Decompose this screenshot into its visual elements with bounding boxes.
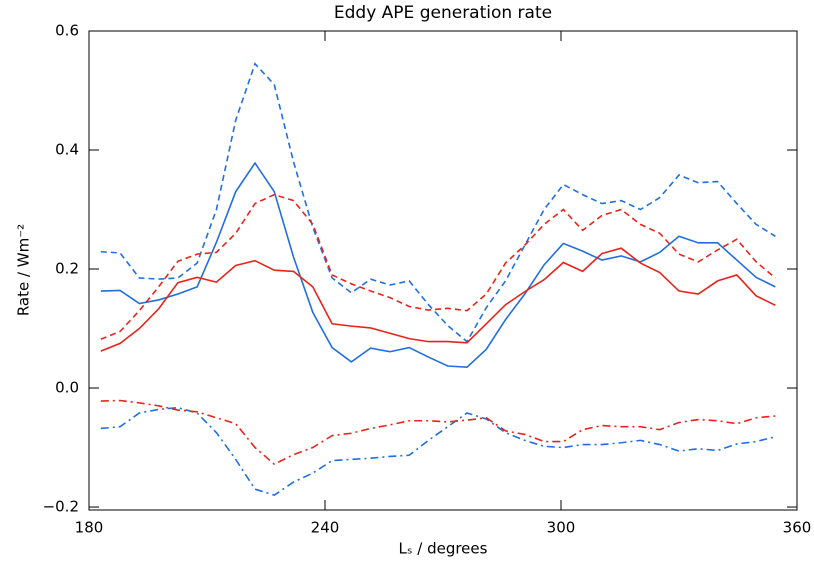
y-tick-label: 0.2: [55, 260, 79, 278]
y-tick-label: 0.6: [55, 22, 79, 40]
series-line: [100, 161, 776, 369]
x-tick-label: 240: [311, 519, 340, 537]
y-tick-label: −0.2: [43, 498, 79, 516]
x-tick-label: 360: [783, 519, 812, 537]
y-tick-label: 0.0: [55, 379, 79, 397]
series-line: [100, 193, 776, 340]
y-axis-label: Rate / Wm⁻²: [15, 224, 33, 316]
series-line: [100, 399, 776, 466]
chart-title: Eddy APE generation rate: [334, 3, 552, 23]
plot-frame: [88, 30, 798, 511]
series-line: [100, 247, 776, 352]
y-tick-label: 0.4: [55, 141, 79, 159]
series-line: [100, 406, 776, 496]
x-tick-label: 180: [75, 519, 104, 537]
x-axis-label: Lₛ / degrees: [399, 540, 488, 558]
series-line: [100, 62, 776, 343]
x-tick-label: 300: [547, 519, 576, 537]
